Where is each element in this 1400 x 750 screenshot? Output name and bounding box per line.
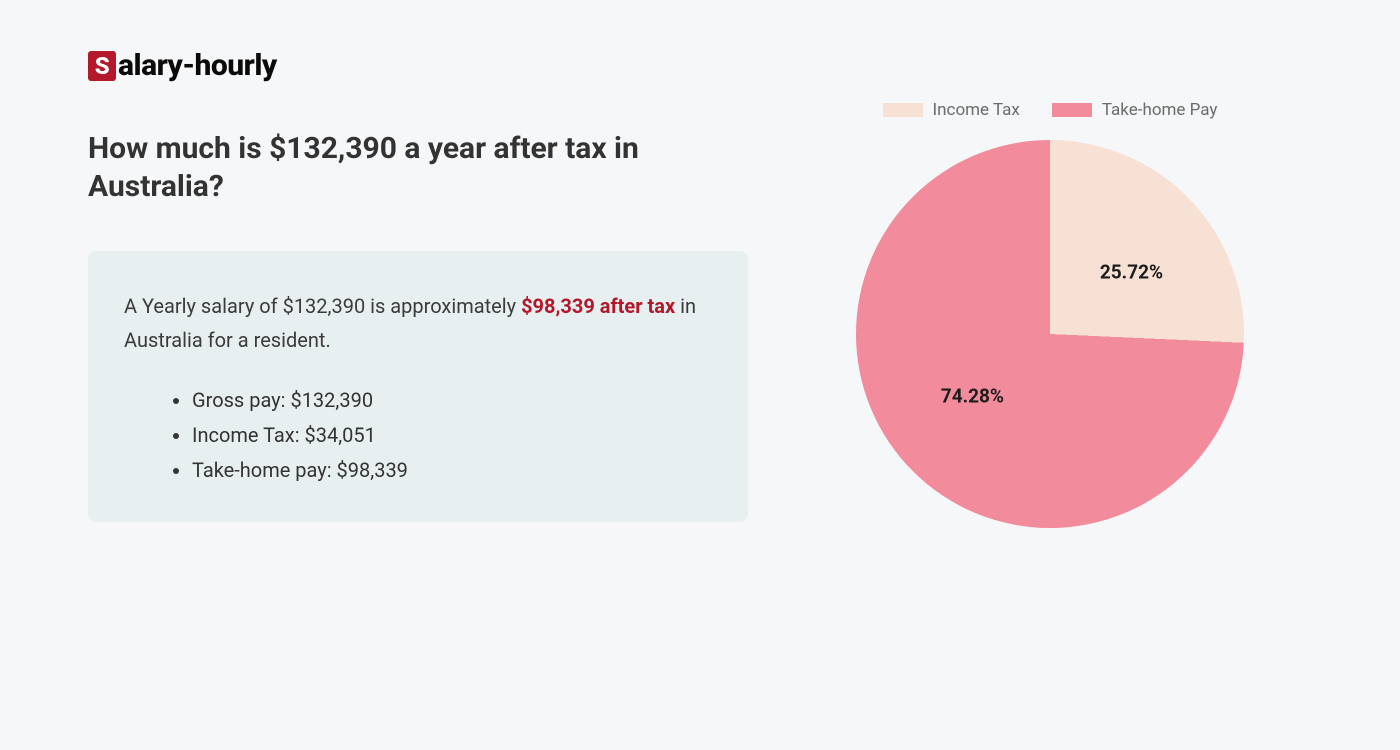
page-headline: How much is $132,390 a year after tax in… [88, 130, 748, 205]
summary-bullets: Gross pay: $132,390 Income Tax: $34,051 … [124, 383, 712, 488]
legend-item-income-tax: Income Tax [883, 100, 1020, 120]
site-logo: Salary-hourly [88, 48, 277, 83]
legend-item-take-home: Take-home Pay [1052, 100, 1218, 120]
bullet-gross-pay: Gross pay: $132,390 [192, 383, 712, 418]
logo-text: alary-hourly [118, 48, 277, 83]
legend-swatch-income-tax [883, 103, 923, 117]
bullet-income-tax: Income Tax: $34,051 [192, 418, 712, 453]
summary-paragraph: A Yearly salary of $132,390 is approxima… [124, 289, 712, 357]
summary-pre: A Yearly salary of $132,390 is approxima… [124, 294, 521, 318]
logo-badge: S [88, 51, 116, 81]
pie-container: 25.72% 74.28% [856, 140, 1244, 528]
slice-label-take-home: 74.28% [941, 385, 1004, 408]
summary-highlight: $98,339 after tax [521, 294, 675, 318]
legend-swatch-take-home [1052, 103, 1092, 117]
legend-label-take-home: Take-home Pay [1102, 100, 1218, 120]
main-column: How much is $132,390 a year after tax in… [88, 130, 748, 522]
slice-label-income-tax: 25.72% [1100, 260, 1163, 283]
pie-chart [856, 140, 1244, 528]
legend-label-income-tax: Income Tax [933, 100, 1020, 120]
summary-box: A Yearly salary of $132,390 is approxima… [88, 251, 748, 522]
bullet-take-home-pay: Take-home pay: $98,339 [192, 453, 712, 488]
pie-chart-region: Income Tax Take-home Pay 25.72% 74.28% [820, 100, 1280, 528]
chart-legend: Income Tax Take-home Pay [820, 100, 1280, 120]
